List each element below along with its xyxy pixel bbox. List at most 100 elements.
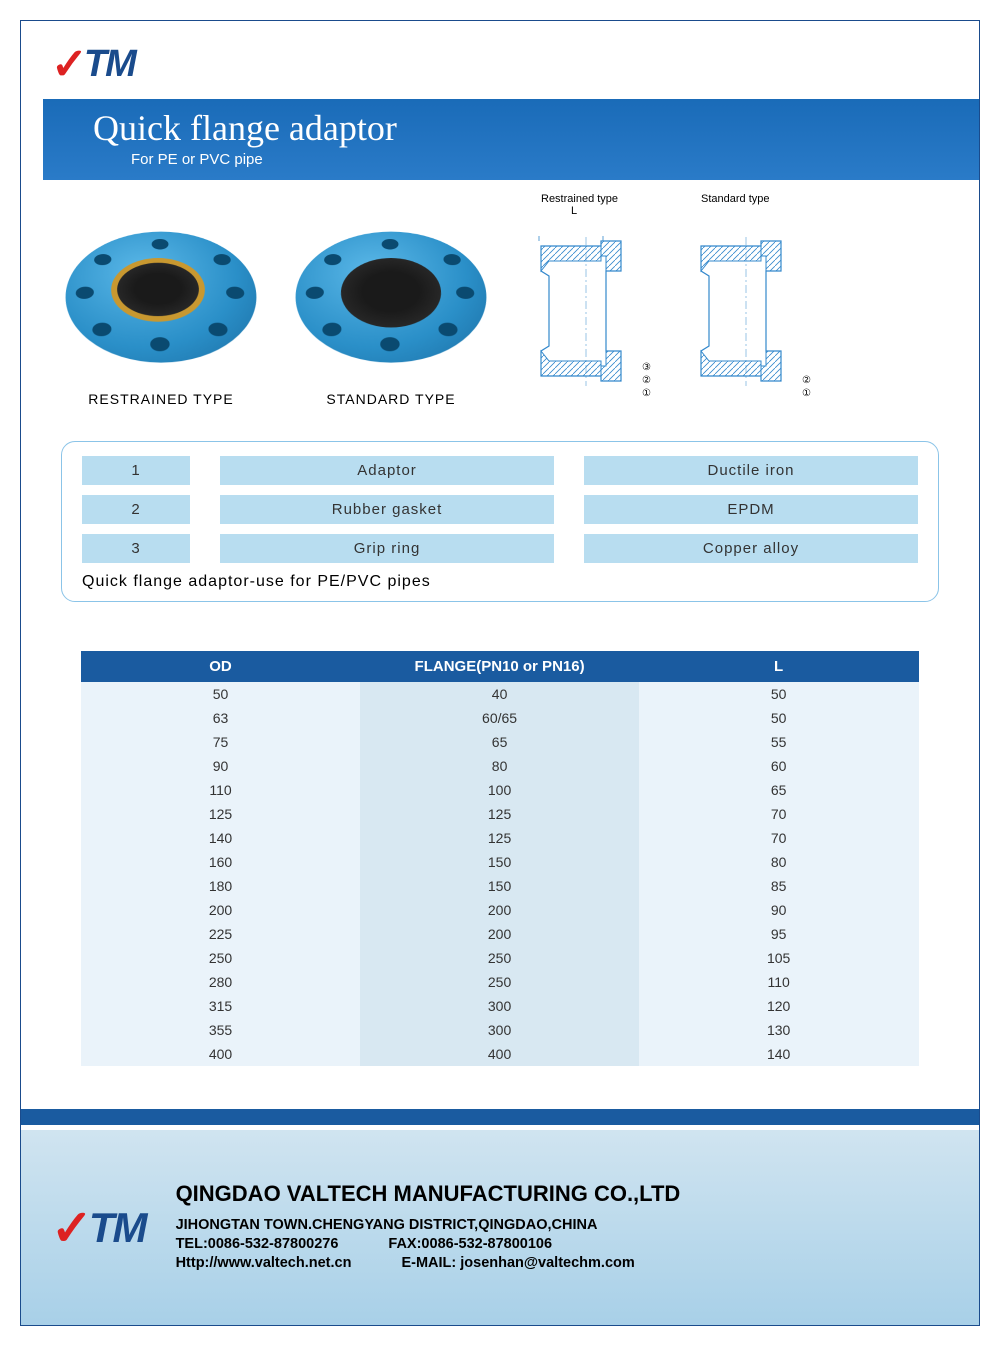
spec-row: 14012570 — [81, 826, 919, 850]
cell-l: 140 — [639, 1042, 918, 1066]
diag2-c2: ② — [802, 375, 811, 386]
cell-l: 130 — [639, 1018, 918, 1042]
spec-row: 250250105 — [81, 946, 919, 970]
cell-flange: 200 — [360, 922, 639, 946]
cell-l: 50 — [639, 682, 918, 706]
header-od: OD — [81, 651, 360, 682]
mat-material: Copper alloy — [584, 534, 918, 563]
footer-logo: ✓ TM — [51, 1199, 146, 1257]
cell-l: 55 — [639, 730, 918, 754]
product-row: RESTRAINED TYPE STANDARD TYPE Restr — [51, 201, 949, 407]
cell-flange: 150 — [360, 874, 639, 898]
mat-num: 3 — [82, 534, 190, 563]
footer-tel: TEL:0086-532-87800276 — [176, 1236, 339, 1252]
materials-row: 2 Rubber gasket EPDM — [82, 495, 918, 524]
cell-flange: 300 — [360, 994, 639, 1018]
cell-od: 90 — [81, 754, 360, 778]
footer-company: QINGDAO VALTECH MANUFACTURING CO.,LTD — [176, 1181, 681, 1207]
diag1-label: Restrained type — [541, 193, 618, 205]
footer-logo-check-icon: ✓ — [51, 1199, 93, 1257]
standard-photo — [281, 201, 501, 381]
mat-material: EPDM — [584, 495, 918, 524]
cell-l: 70 — [639, 802, 918, 826]
cell-od: 315 — [81, 994, 360, 1018]
spec-body: 5040506360/65507565559080601101006512512… — [81, 682, 919, 1066]
spec-row: 400400140 — [81, 1042, 919, 1066]
cell-od: 140 — [81, 826, 360, 850]
cell-flange: 125 — [360, 802, 639, 826]
logo-text: TM — [84, 43, 135, 86]
title-sub: For PE or PVC pipe — [131, 151, 979, 168]
cell-l: 70 — [639, 826, 918, 850]
cell-l: 90 — [639, 898, 918, 922]
title-main: Quick flange adaptor — [93, 107, 979, 149]
restrained-label: RESTRAINED TYPE — [51, 391, 271, 407]
footer-info: QINGDAO VALTECH MANUFACTURING CO.,LTD JI… — [176, 1181, 681, 1274]
cell-l: 60 — [639, 754, 918, 778]
cell-od: 355 — [81, 1018, 360, 1042]
footer-email: E-MAIL: josenhan@valtechm.com — [401, 1255, 634, 1271]
diag1-c2: ② — [642, 375, 651, 386]
materials-row: 1 Adaptor Ductile iron — [82, 456, 918, 485]
title-bar: Quick flange adaptor For PE or PVC pipe — [43, 99, 979, 180]
page: ✓ TM Quick flange adaptor For PE or PVC … — [20, 20, 980, 1326]
cell-flange: 250 — [360, 946, 639, 970]
cell-l: 120 — [639, 994, 918, 1018]
cell-od: 225 — [81, 922, 360, 946]
cell-od: 280 — [81, 970, 360, 994]
cell-l: 85 — [639, 874, 918, 898]
diag1-L: L — [571, 205, 577, 217]
mat-part: Adaptor — [220, 456, 554, 485]
footer-logo-text: TM — [89, 1204, 146, 1252]
cell-flange: 125 — [360, 826, 639, 850]
materials-note: Quick flange adaptor-use for PE/PVC pipe… — [82, 573, 918, 591]
spec-row: 908060 — [81, 754, 919, 778]
cell-flange: 300 — [360, 1018, 639, 1042]
diag2-shape — [691, 236, 801, 386]
diag1-c1: ③ — [642, 362, 651, 373]
cell-flange: 40 — [360, 682, 639, 706]
cell-flange: 65 — [360, 730, 639, 754]
diagram-restrained: Restrained type L ③ — [511, 201, 661, 401]
header-l: L — [639, 651, 918, 682]
spec-header: OD FLANGE(PN10 or PN16) L — [81, 651, 919, 682]
cell-flange: 150 — [360, 850, 639, 874]
footer-url: Http://www.valtech.net.cn — [176, 1255, 352, 1271]
diagram-standard: Standard type ② ① — [671, 201, 821, 401]
cell-l: 65 — [639, 778, 918, 802]
spec-row: 504050 — [81, 682, 919, 706]
cell-od: 50 — [81, 682, 360, 706]
cell-od: 63 — [81, 706, 360, 730]
footer-bar — [21, 1109, 979, 1125]
logo: ✓ TM — [51, 39, 135, 90]
mat-material: Ductile iron — [584, 456, 918, 485]
standard-label: STANDARD TYPE — [281, 391, 501, 407]
diag2-label: Standard type — [701, 193, 770, 205]
spec-row: 22520095 — [81, 922, 919, 946]
spec-row: 18015085 — [81, 874, 919, 898]
spec-row: 20020090 — [81, 898, 919, 922]
materials-rows: 1 Adaptor Ductile iron 2 Rubber gasket EPDM 3 G… — [82, 456, 918, 563]
cell-od: 160 — [81, 850, 360, 874]
spec-row: 280250110 — [81, 970, 919, 994]
materials-box: 1 Adaptor Ductile iron 2 Rubber gasket EPDM 3 G… — [61, 441, 939, 602]
footer: ✓ TM QINGDAO VALTECH MANUFACTURING CO.,L… — [21, 1130, 979, 1325]
mat-num: 1 — [82, 456, 190, 485]
spec-table: OD FLANGE(PN10 or PN16) L 5040506360/655… — [81, 651, 919, 1066]
mat-num: 2 — [82, 495, 190, 524]
cell-l: 105 — [639, 946, 918, 970]
mat-part: Grip ring — [220, 534, 554, 563]
cell-flange: 250 — [360, 970, 639, 994]
mat-part: Rubber gasket — [220, 495, 554, 524]
cell-flange: 60/65 — [360, 706, 639, 730]
spec-row: 355300130 — [81, 1018, 919, 1042]
cell-od: 125 — [81, 802, 360, 826]
materials-row: 3 Grip ring Copper alloy — [82, 534, 918, 563]
spec-row: 12512570 — [81, 802, 919, 826]
product-standard: STANDARD TYPE — [281, 201, 501, 407]
cell-flange: 200 — [360, 898, 639, 922]
cell-flange: 80 — [360, 754, 639, 778]
cell-flange: 400 — [360, 1042, 639, 1066]
cell-flange: 100 — [360, 778, 639, 802]
cell-l: 80 — [639, 850, 918, 874]
